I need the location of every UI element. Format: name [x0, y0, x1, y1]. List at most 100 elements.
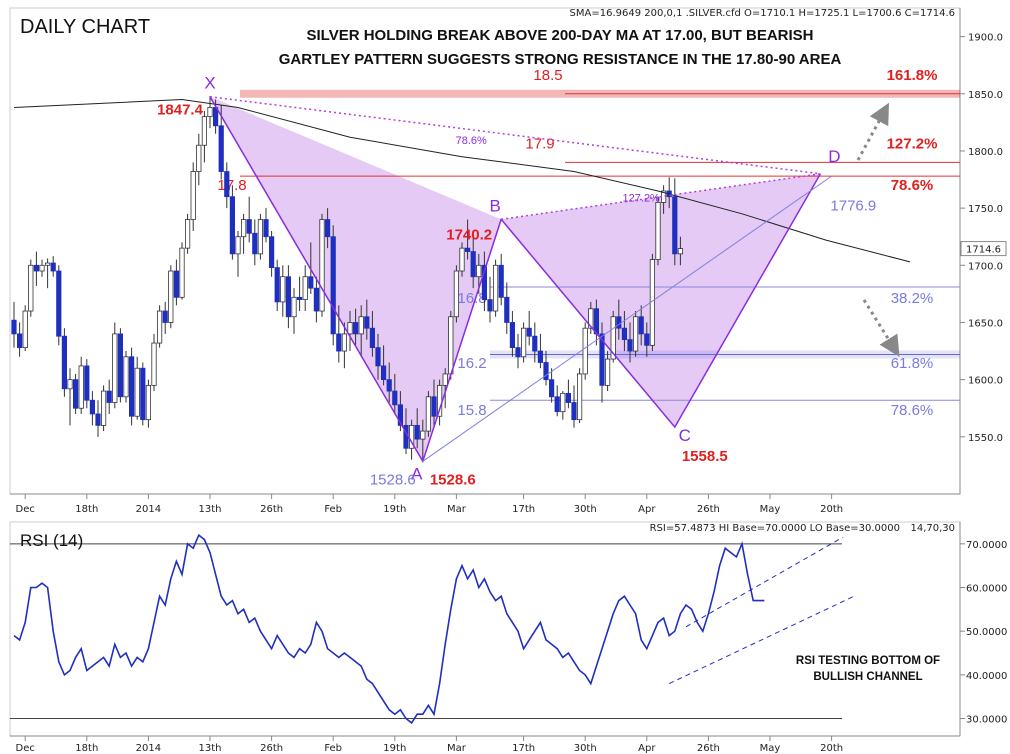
candle-down: [162, 310, 168, 323]
candle-up: [78, 365, 84, 409]
rsi-x-tick-label: 26th: [260, 743, 283, 754]
rsi-channel-lower: [668, 595, 855, 685]
candle-down: [554, 396, 560, 413]
candle-down: [324, 219, 331, 238]
candle-down: [56, 270, 62, 337]
candle-up: [459, 247, 465, 272]
candle-up: [453, 270, 460, 318]
point-b-value: 1740.2: [446, 226, 492, 243]
candle-down: [532, 335, 538, 352]
candle-up: [112, 333, 118, 403]
candle-up: [408, 424, 415, 449]
candle-up: [448, 316, 454, 375]
candle-down: [369, 327, 376, 349]
candle-down: [616, 316, 622, 329]
candle-down: [414, 424, 420, 440]
gartley-bcd-fill: [501, 173, 821, 428]
candle-up: [420, 430, 426, 440]
level-left-label: 17.9: [525, 136, 554, 153]
candle-down: [140, 367, 146, 421]
candle-up: [588, 308, 594, 329]
candle-down: [61, 335, 68, 390]
candle-down: [672, 196, 678, 255]
candle-up: [190, 171, 196, 220]
rsi-layer: Dec 18th 2014 13th 26th Feb 19th Mar 17th 30th Apr…: [10, 533, 1007, 754]
rsi-x-tick-label: 2014: [136, 743, 161, 754]
candle-up: [291, 296, 297, 318]
candle-down: [263, 219, 269, 238]
point-1776-value: 1776.9: [830, 197, 876, 214]
rsi-panel: [9, 521, 961, 737]
gartley-point-c: C: [679, 426, 691, 445]
candle-down: [543, 362, 549, 381]
level-right-label: 161.8%: [887, 67, 938, 84]
candle-up: [610, 316, 616, 360]
level-left-label: 16.8: [457, 290, 486, 307]
price-title: DAILY CHART: [20, 16, 150, 38]
rsi-info-params: 14,70,30: [910, 523, 955, 534]
point-x-value: 1847.4: [157, 102, 204, 119]
ratio-bd-label: 127.2%: [623, 192, 661, 204]
candle-up: [577, 373, 583, 421]
ratio-xb-label: 78.6%: [456, 135, 487, 147]
candle-down: [218, 125, 224, 172]
last-price-box: [960, 241, 1007, 257]
candle-up: [28, 264, 34, 312]
candle-down: [246, 219, 252, 234]
candle-down: [336, 333, 342, 352]
candle-up: [184, 219, 191, 249]
rsi-y-tick-label: 60.0000: [966, 584, 1007, 595]
candle-down: [128, 356, 135, 417]
candle-down: [593, 308, 600, 335]
candle-down: [84, 365, 90, 401]
candle-down: [229, 196, 235, 255]
level-right-label: 127.2%: [887, 136, 938, 153]
candle-up: [123, 356, 129, 398]
candle-down: [621, 327, 628, 341]
candle-up: [302, 276, 308, 300]
price-y-tick-label: 1750.0: [968, 204, 1003, 215]
price-x-tick-label: 18th: [75, 504, 98, 515]
candle-up: [347, 322, 353, 335]
candle-down: [252, 232, 258, 255]
price-layer: 1550.0 1600.0 1650.0 1700.0 1750.0 1800.0 1850…: [11, 33, 1007, 515]
candle-up: [235, 236, 241, 255]
gartley-point-b: B: [490, 196, 501, 215]
candle-down: [268, 236, 275, 268]
rsi-title: RSI (14): [20, 531, 83, 550]
level-right-label: 78.6%: [891, 402, 934, 419]
price-y-tick-label: 1600.0: [968, 376, 1003, 387]
rsi-x-tick-label: Mar: [447, 743, 467, 754]
candle-down: [95, 413, 101, 426]
rsi-x-tick-label: 19th: [383, 743, 406, 754]
candle-down: [509, 322, 516, 349]
price-x-tick-label: Feb: [324, 504, 342, 515]
gartley-point-a: A: [411, 464, 423, 483]
rsi-x-tick-label: 18th: [75, 743, 98, 754]
price-x-tick-label: 30th: [574, 504, 597, 515]
rsi-annotation-2: BULLISH CHANNEL: [813, 671, 922, 683]
candle-down: [117, 333, 123, 398]
price-y-tick-label: 1550.0: [968, 433, 1003, 444]
level-right-label: 38.2%: [891, 290, 934, 307]
last-price-label: 1714.6: [966, 245, 1001, 256]
rsi-y-tick-label: 30.0000: [966, 715, 1007, 726]
arrow-down-annotation: [862, 299, 900, 357]
price-x-tick-label: Mar: [447, 504, 467, 515]
price-x-tick-label: May: [760, 504, 781, 515]
candle-down: [73, 379, 79, 409]
level-right-label: 78.6%: [891, 177, 934, 194]
candle-down: [644, 333, 650, 346]
candle-up: [257, 219, 264, 255]
candle-up: [151, 342, 157, 386]
price-y-tick-label: 1850.0: [968, 90, 1003, 101]
candle-down: [330, 236, 336, 335]
gartley-point-x: X: [204, 74, 215, 93]
price-y-tick-label: 1800.0: [968, 147, 1003, 158]
rsi-y-tick-label: 40.0000: [966, 671, 1007, 682]
price-x-tick-label: Dec: [16, 504, 35, 515]
price-x-tick-label: 19th: [383, 504, 406, 515]
candle-down: [224, 171, 230, 198]
rsi-annotation-1: RSI TESTING BOTTOM OF: [796, 655, 940, 667]
